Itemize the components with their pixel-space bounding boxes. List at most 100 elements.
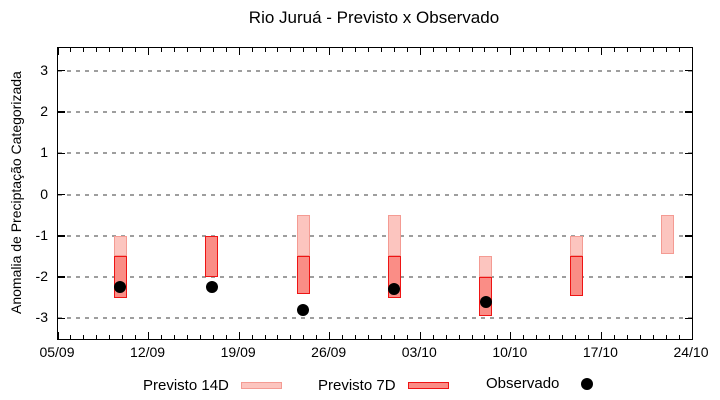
x-axis-tick <box>70 335 72 339</box>
x-axis-tick <box>393 48 395 52</box>
legend-label-previsto-14d: Previsto 14D <box>143 377 229 394</box>
bar-previsto-14d <box>479 256 493 278</box>
x-tick-label: 05/09 <box>39 344 75 360</box>
y-axis-tick <box>685 152 692 154</box>
bar-previsto-7d <box>296 256 310 294</box>
bar-previsto-7d <box>205 235 219 278</box>
x-axis-tick <box>368 48 370 52</box>
x-axis-tick <box>329 332 331 339</box>
y-axis-tick <box>685 317 692 320</box>
y-axis-tick <box>685 193 692 196</box>
legend-label-observado: Observado <box>486 375 560 392</box>
gridline <box>58 69 692 72</box>
y-tick-label: -3 <box>35 309 48 326</box>
x-axis-tick <box>471 48 473 52</box>
x-axis-tick <box>549 48 551 52</box>
x-axis-tick <box>600 332 602 339</box>
x-tick-label: 17/10 <box>582 344 618 360</box>
y-tick-label: 2 <box>40 102 48 119</box>
x-axis-tick <box>393 335 395 339</box>
x-axis-tick <box>445 335 447 339</box>
gridline <box>58 276 692 279</box>
chart-title: Rio Juruá - Previsto x Observado <box>248 8 500 27</box>
x-axis-tick <box>484 335 486 339</box>
x-axis-tick <box>251 335 253 339</box>
y-axis-tick <box>58 69 65 72</box>
x-axis-tick <box>109 335 111 339</box>
legend-swatch-previsto-14d <box>240 382 282 389</box>
x-axis-tick <box>380 48 382 52</box>
x-axis-tick <box>238 48 240 55</box>
x-axis-tick <box>83 48 85 52</box>
y-axis-tick <box>685 111 692 113</box>
x-axis-tick <box>96 335 98 339</box>
x-axis-tick <box>600 48 602 55</box>
bar-previsto-14d <box>570 235 584 257</box>
x-axis-tick <box>186 335 188 339</box>
x-axis-tick <box>225 335 227 339</box>
x-axis-tick <box>613 48 615 52</box>
gridline <box>58 234 692 237</box>
x-axis-tick <box>368 335 370 339</box>
legend-swatch-observado-dot <box>581 377 594 390</box>
x-tick-label: 19/09 <box>220 344 256 360</box>
x-tick-label: 12/09 <box>130 344 166 360</box>
gridline <box>58 193 692 196</box>
x-axis-tick <box>665 48 667 52</box>
y-tick-label: 1 <box>40 144 48 161</box>
x-axis-tick <box>161 48 162 52</box>
y-axis-tick <box>58 276 65 278</box>
x-axis-tick <box>626 335 628 339</box>
y-tick-label: 3 <box>40 61 48 78</box>
x-axis-tick <box>587 48 589 52</box>
x-axis-tick <box>626 48 628 52</box>
y-axis-tick <box>685 235 692 237</box>
y-axis-tick <box>685 69 692 72</box>
x-axis-tick <box>212 335 214 339</box>
x-axis-tick <box>329 48 331 55</box>
bar-previsto-14d <box>113 235 127 257</box>
x-axis-tick <box>691 48 693 55</box>
gridline <box>58 110 692 113</box>
x-axis-tick <box>536 48 538 52</box>
x-axis-tick <box>316 335 318 339</box>
x-axis-tick <box>199 335 201 339</box>
y-axis-tick <box>58 111 65 113</box>
x-axis-tick <box>122 335 124 339</box>
x-axis-tick <box>57 332 59 339</box>
x-axis-tick <box>562 48 564 52</box>
legend-item-previsto-14d: Previsto 14D <box>143 377 282 394</box>
x-axis-tick <box>419 332 421 339</box>
x-axis-tick <box>406 48 408 52</box>
legend-label-previsto-7d: Previsto 7D <box>318 377 396 394</box>
x-axis-tick <box>212 48 214 52</box>
x-axis-tick <box>497 335 499 339</box>
x-axis-tick <box>186 48 188 52</box>
x-axis-tick <box>587 335 589 339</box>
x-axis-tick <box>445 48 447 52</box>
observado-dot <box>205 281 218 294</box>
x-axis-tick <box>277 48 279 52</box>
legend-item-previsto-7d: Previsto 7D <box>318 377 449 394</box>
x-axis-tick <box>510 332 512 339</box>
y-tick-label: -1 <box>35 226 48 243</box>
x-axis-tick <box>264 335 266 339</box>
x-axis-tick <box>665 335 667 339</box>
x-axis-tick <box>523 335 525 339</box>
observado-dot <box>114 281 127 294</box>
x-axis-tick <box>678 335 680 339</box>
x-axis-tick <box>225 48 227 52</box>
x-axis-tick <box>290 48 292 52</box>
x-axis-tick <box>57 48 59 55</box>
x-axis-tick <box>458 48 460 52</box>
x-axis-tick <box>303 335 305 339</box>
x-axis-tick <box>652 48 654 52</box>
x-axis-tick <box>549 335 551 339</box>
y-axis-tick <box>58 152 65 154</box>
x-axis-tick <box>122 48 124 52</box>
x-axis-tick <box>251 48 253 52</box>
x-tick-label: 24/10 <box>673 344 709 360</box>
x-tick-label: 03/10 <box>401 344 437 360</box>
x-axis-tick <box>199 48 201 52</box>
x-axis-tick <box>613 335 615 339</box>
